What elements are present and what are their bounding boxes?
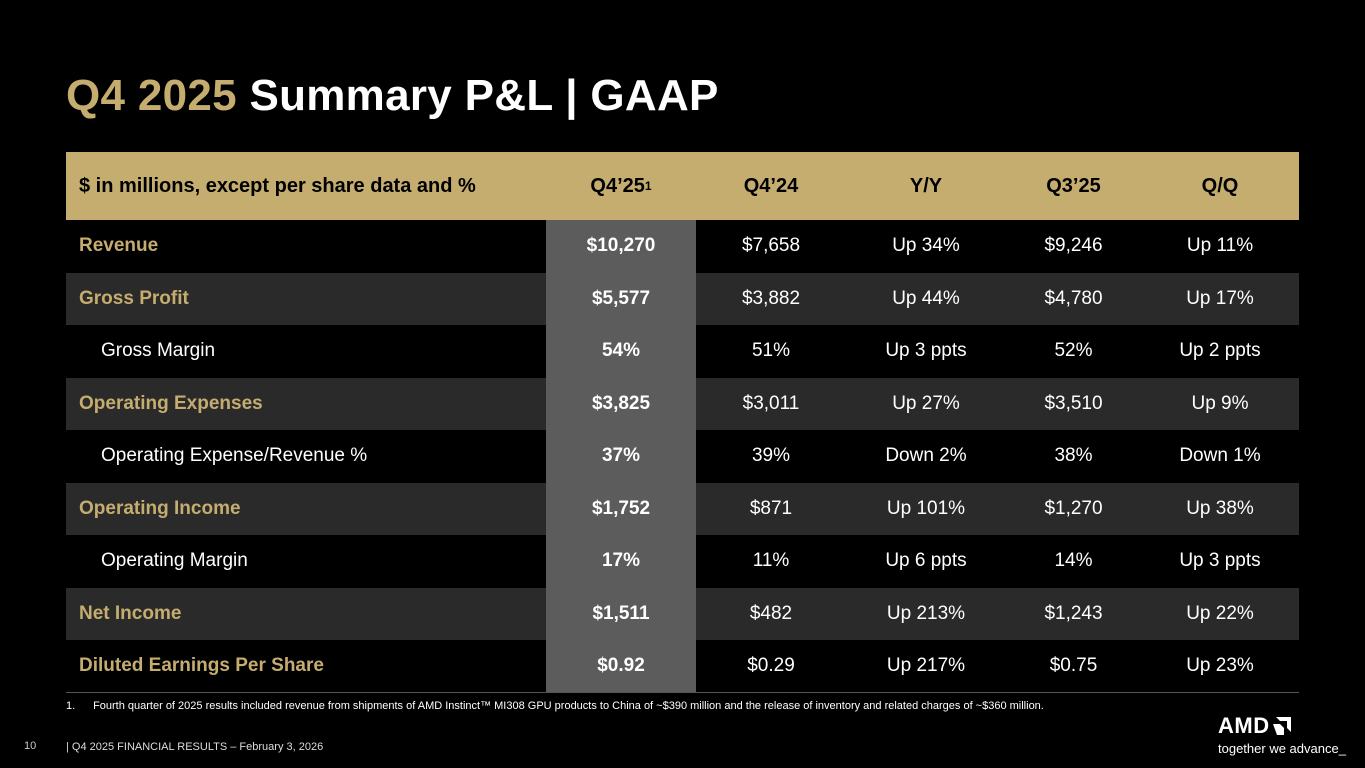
amd-logo: AMD together we advance_ — [1218, 713, 1346, 758]
row-value: 51% — [751, 340, 791, 362]
row-label: Revenue — [79, 235, 159, 257]
footnote-marker: 1 — [644, 179, 652, 193]
title-period: Q4 2025 — [66, 71, 237, 120]
row-value: $3,510 — [1044, 392, 1103, 414]
table-row: Gross Margin 54% 51% Up 3 ppts 52% Up 2 ppts — [66, 325, 1299, 378]
row-value: $5,577 — [546, 272, 696, 325]
row-value: $1,243 — [1044, 602, 1103, 624]
footnote: 1. Fourth quarter of 2025 results includ… — [66, 700, 1044, 712]
row-value: $1,270 — [1044, 497, 1103, 519]
row-value: $3,011 — [742, 392, 800, 414]
row-value: $1,511 — [546, 587, 696, 640]
row-value: $4,780 — [1044, 287, 1103, 309]
row-value: Up 27% — [892, 392, 960, 414]
title-text: Summary P&L | GAAP — [249, 71, 719, 120]
row-value: $0.75 — [1049, 655, 1098, 677]
header-q3-25: Q3’25 — [1046, 174, 1101, 197]
row-value: Down 1% — [1179, 445, 1261, 467]
row-value: Down 2% — [885, 445, 967, 467]
amd-wordmark: AMD — [1218, 713, 1338, 739]
amd-wordmark-text: AMD — [1218, 713, 1270, 738]
row-value: $0.92 — [546, 640, 696, 693]
row-value: Up 2 ppts — [1179, 340, 1261, 362]
row-value: $1,752 — [546, 482, 696, 535]
row-label: Net Income — [79, 602, 182, 624]
header-q4-25-label: Q4’25 — [590, 174, 645, 197]
row-value: 37% — [546, 430, 696, 483]
row-value: Up 23% — [1186, 655, 1254, 677]
row-value: $7,658 — [741, 235, 801, 257]
header-q4-25: Q4’25 1 — [546, 152, 696, 220]
table-header-row: $ in millions, except per share data and… — [66, 152, 1299, 220]
header-description: $ in millions, except per share data and… — [79, 174, 476, 197]
table-row: Operating Expenses $3,825 $3,011 Up 27% $3,5… — [66, 377, 1299, 430]
row-value: Up 44% — [892, 287, 960, 309]
row-value: Up 3 ppts — [1179, 550, 1261, 572]
row-value: 52% — [1054, 340, 1093, 362]
row-value: Up 11% — [1186, 235, 1254, 257]
row-value: $0.29 — [747, 655, 795, 677]
row-value: Up 22% — [1186, 602, 1254, 624]
table-row: Operating Expense/Revenue % 37% 39% Down 2%… — [66, 430, 1299, 483]
row-value: 11% — [752, 550, 790, 572]
row-label: Operating Margin — [101, 550, 248, 572]
pl-summary-table: $ in millions, except per share data and… — [66, 152, 1299, 693]
header-yy: Y/Y — [909, 174, 943, 197]
table-body: Revenue $10,270 $7,658 Up 34% $9,246 Up 11% Gr… — [66, 220, 1299, 693]
page-number: 10 — [24, 740, 37, 752]
row-value: Up 101% — [886, 497, 966, 519]
row-value: 38% — [1054, 445, 1093, 467]
row-value: $3,825 — [546, 377, 696, 430]
row-value: 54% — [546, 325, 696, 378]
row-value: Up 213% — [886, 602, 966, 624]
row-value: 17% — [546, 535, 696, 588]
table-row: Diluted Earnings Per Share $0.92 $0.29 Up 2… — [66, 640, 1299, 693]
row-value: 39% — [751, 445, 791, 467]
header-qq: Q/Q — [1201, 174, 1239, 197]
row-value: $482 — [749, 602, 793, 624]
row-value: Up 6 ppts — [885, 550, 967, 572]
row-label: Operating Income — [79, 497, 241, 519]
row-value: Up 34% — [892, 235, 960, 257]
page-title: Q4 2025 Summary P&L | GAAP — [66, 70, 719, 122]
row-label: Gross Profit — [79, 287, 189, 309]
table-bottom-rule — [66, 692, 1299, 693]
row-value: Up 3 ppts — [885, 340, 967, 362]
row-label: Gross Margin — [101, 340, 216, 362]
row-value: $10,270 — [546, 220, 696, 273]
amd-tagline: together we advance_ — [1218, 741, 1346, 756]
row-label: Diluted Earnings Per Share — [79, 655, 324, 677]
row-value: $3,882 — [741, 287, 801, 309]
amd-arrow-icon — [1272, 717, 1291, 735]
row-value: Up 9% — [1191, 392, 1249, 414]
row-label: Operating Expenses — [79, 392, 263, 414]
table-row: Revenue $10,270 $7,658 Up 34% $9,246 Up 11% — [66, 220, 1299, 273]
table-row: Operating Margin 17% 11% Up 6 ppts 14% Up 3 p… — [66, 535, 1299, 588]
table-row: Operating Income $1,752 $871 Up 101% $1,270 U… — [66, 482, 1299, 535]
row-value: $9,246 — [1044, 235, 1103, 257]
row-value: Up 38% — [1186, 497, 1254, 519]
row-value: 14% — [1054, 550, 1093, 572]
row-value: $871 — [749, 497, 793, 519]
row-value: Up 217% — [886, 655, 966, 677]
footnote-text: Fourth quarter of 2025 results included … — [93, 700, 1044, 712]
row-label: Operating Expense/Revenue % — [101, 445, 368, 467]
header-q4-24: Q4’24 — [743, 174, 799, 197]
footnote-number: 1. — [66, 700, 76, 712]
table-row: Net Income $1,511 $482 Up 213% $1,243 Up 22% — [66, 587, 1299, 640]
row-value: Up 17% — [1186, 287, 1254, 309]
table-row: Gross Profit $5,577 $3,882 Up 44% $4,780 Up 1… — [66, 272, 1299, 325]
footer-text: | Q4 2025 FINANCIAL RESULTS – February 3… — [66, 741, 324, 753]
